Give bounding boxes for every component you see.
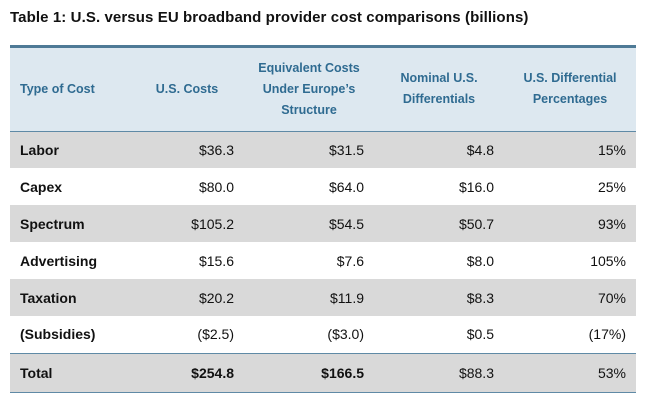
cell-type: Taxation [20,289,77,306]
header-nominal-line-1: Nominal U.S. [400,71,478,86]
table-row-capex: Capex $80.0 $64.0 $16.0 25% [10,168,636,205]
header-equivalent-costs: Equivalent Costs Under Europe’s Structur… [244,48,374,132]
cell-equivalent-costs: $11.9 [330,289,364,306]
cell-differential-percentage: 53% [504,352,636,393]
cell-us-costs: $20.2 [198,289,234,306]
cell-nominal-differential: $88.3 [374,352,504,393]
table-row-taxation: Taxation $20.2 $11.9 $8.3 70% [10,279,636,316]
table-title: Table 1: U.S. versus EU broadband provid… [10,9,529,26]
cell-nominal-differential: $8.3 [466,289,494,306]
cell-equivalent-costs: $7.6 [336,252,364,269]
cell-nominal-differential: $0.5 [466,326,494,343]
cell-differential-percentage: 70% [597,289,626,306]
header-equivalent-line-3: Structure [281,102,337,117]
cell-equivalent-costs: ($3.0) [327,326,364,343]
cell-equivalent-costs: $64.0 [328,178,364,195]
header-nominal-line-2: Differentials [402,92,476,107]
cell-us-costs: ($2.5) [197,326,234,343]
cell-differential-percentage: 25% [597,178,626,195]
header-us-costs: U.S. Costs [130,48,244,132]
table-row-advertising: Advertising $15.6 $7.6 $8.0 105% [10,242,636,279]
cell-us-costs: $254.8 [130,352,244,393]
header-differential-percentages: U.S. Differential Percentages [504,48,636,132]
cell-differential-percentage: 15% [597,141,626,158]
cell-nominal-differential: $16.0 [458,178,494,195]
table-row-spectrum: Spectrum $105.2 $54.5 $50.7 93% [10,205,636,242]
cell-nominal-differential: $4.8 [466,141,494,158]
cell-us-costs: $15.6 [198,252,234,269]
cell-type: Spectrum [20,215,85,232]
cell-equivalent-costs: $166.5 [244,352,374,393]
table-row-labor: Labor $36.3 $31.5 $4.8 15% [10,131,636,168]
cell-differential-percentage: 105% [590,252,626,269]
header-percentages-line-1: U.S. Differential [523,71,617,86]
cell-us-costs: $36.3 [198,141,234,158]
header-nominal-differentials: Nominal U.S. Differentials [374,48,504,132]
cell-nominal-differential: $8.0 [466,252,494,269]
header-percentages-line-2: Percentages [532,92,608,107]
cell-equivalent-costs: $54.5 [328,215,364,232]
cell-nominal-differential: $50.7 [458,215,494,232]
cell-differential-percentage: 93% [597,215,626,232]
cost-comparison-table-container: Type of Cost U.S. Costs Equivalent Costs… [10,45,636,393]
cost-comparison-table: Type of Cost U.S. Costs Equivalent Costs… [10,48,636,393]
table-row-subsidies: (Subsidies) ($2.5) ($3.0) $0.5 (17%) [10,316,636,353]
cell-type: Labor [20,141,59,158]
cell-equivalent-costs: $31.5 [328,141,364,158]
header-row: Type of Cost U.S. Costs Equivalent Costs… [10,48,636,132]
cell-type: (Subsidies) [20,326,96,343]
cell-us-costs: $105.2 [191,215,234,232]
cell-us-costs: $80.0 [198,178,234,195]
cell-type: Total [10,352,130,393]
table-row-total: Total $254.8 $166.5 $88.3 53% [10,352,636,393]
header-equivalent-line-1: Equivalent Costs [258,60,360,75]
cell-type: Advertising [20,252,98,269]
cell-differential-percentage: (17%) [588,326,626,343]
header-equivalent-line-2: Under Europe’s [262,81,356,96]
cell-type: Capex [20,178,63,195]
header-type-of-cost: Type of Cost [10,48,130,132]
